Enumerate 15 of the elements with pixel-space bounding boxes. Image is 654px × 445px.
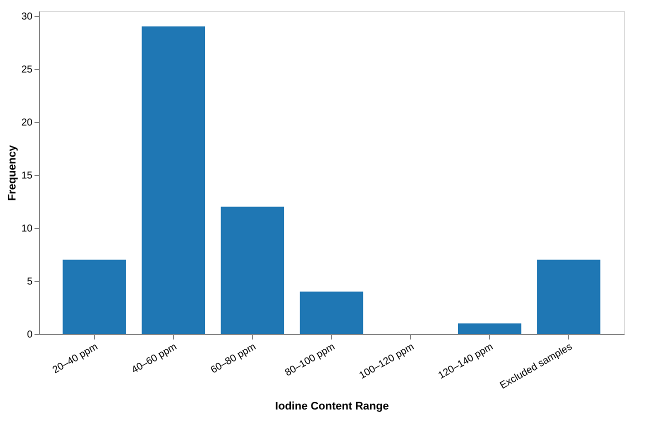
bar — [142, 26, 206, 334]
bar — [62, 260, 126, 334]
bar — [537, 260, 600, 334]
y-tick-label: 15 — [21, 170, 33, 182]
y-tick-label: 0 — [26, 330, 33, 340]
bar — [220, 206, 284, 334]
y-tick-label: 30 — [21, 11, 33, 22]
x-axis-title: Iodine Content Range — [275, 400, 389, 413]
y-axis-title: Frequency — [6, 144, 18, 201]
y-tick-label: 25 — [21, 64, 33, 76]
bar — [458, 323, 522, 334]
y-tick-label: 20 — [21, 117, 33, 128]
bar — [300, 292, 364, 334]
y-tick-label: 10 — [21, 223, 33, 234]
y-tick-label: 5 — [26, 276, 33, 288]
